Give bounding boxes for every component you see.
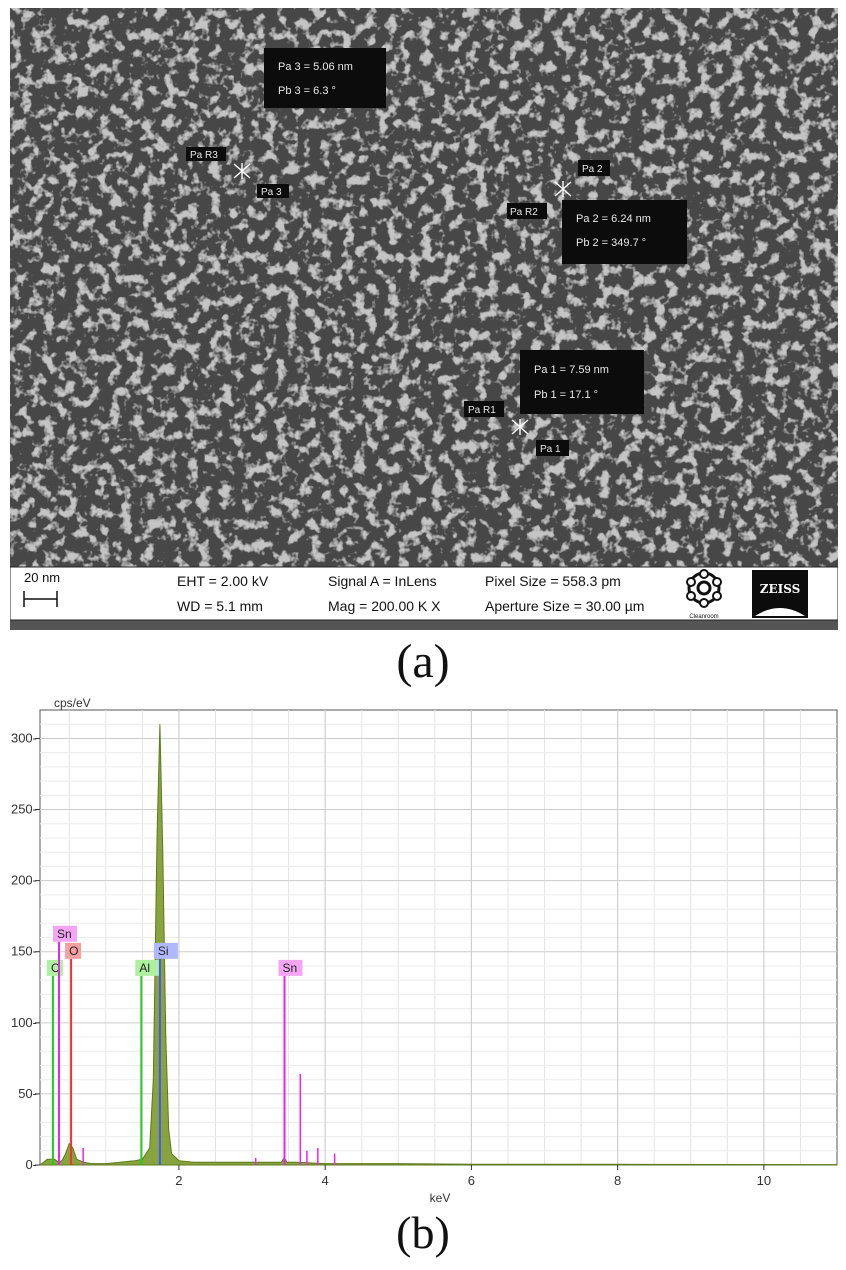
x-tick-label: 4	[322, 1173, 329, 1188]
mag-readout: Mag = 200.00 K X	[328, 598, 441, 614]
x-tick-label: 6	[468, 1173, 475, 1188]
measurement-box-3	[264, 48, 386, 108]
measurement-box-2	[562, 200, 687, 264]
aperture-readout: Aperture Size = 30.00 µm	[485, 598, 644, 614]
zeiss-logo: ZEISS	[752, 570, 808, 618]
tag-box-p2	[578, 160, 610, 176]
spectrum-area	[38, 724, 838, 1166]
y-tick-label: 0-	[25, 1157, 37, 1172]
tag-p3: Pa 3	[261, 187, 282, 198]
element-label-c: C	[51, 961, 60, 975]
zeiss-logo-text: ZEISS	[760, 582, 801, 596]
y-tick-label: 300-	[11, 730, 37, 745]
measurement-1-line2: Pb 1 = 17.1 °	[534, 389, 598, 401]
panel-b-caption: (b)	[396, 1207, 450, 1258]
tag-r1: Pa R1	[468, 405, 496, 416]
tag-box-p3	[257, 184, 289, 198]
element-label-si: Si	[158, 944, 169, 958]
x-tick-label: 2	[175, 1173, 182, 1188]
measurement-2: Pa 2 Pa R2 Pa 2 = 6.24 nm Pb 2 = 349.7 °	[507, 160, 687, 264]
tag-box-p1	[536, 440, 569, 456]
tag-box-r2	[507, 203, 547, 219]
tag-p2: Pa 2	[582, 164, 603, 175]
measurement-1: Pa 1 = 7.59 nm Pb 1 = 17.1 ° Pa R1 Pa 1	[464, 350, 644, 456]
measurement-3: Pa 3 = 5.06 nm Pb 3 = 6.3 ° Pa R3 Pa 3	[186, 48, 386, 198]
y-tick-label: 250-	[11, 802, 37, 817]
eht-readout: EHT = 2.00 kV	[177, 573, 269, 589]
measurement-box-1	[520, 350, 644, 414]
cleanroom-emblem-icon: Cleanroom	[686, 569, 722, 620]
x-tick-label: 8	[614, 1173, 621, 1188]
element-label-bg-si	[153, 942, 178, 959]
crosshair-1	[511, 419, 529, 435]
measurement-1-line1: Pa 1 = 7.59 nm	[534, 364, 609, 376]
crosshair-2	[554, 181, 572, 197]
element-label-bg-o	[65, 942, 82, 959]
element-label-al: Al	[139, 961, 150, 975]
sem-image: Pa 3 = 5.06 nm Pb 3 = 6.3 ° Pa R3 Pa 3 P…	[10, 8, 838, 630]
y-tick-label: 200-	[11, 873, 37, 888]
y-tick-label: 150-	[11, 944, 37, 959]
element-label-sn: Sn	[283, 961, 298, 975]
signal-readout: Signal A = InLens	[328, 573, 437, 589]
element-label-o: O	[69, 944, 78, 958]
y-axis-label: cps/eV	[54, 696, 91, 710]
tag-r3: Pa R3	[190, 150, 218, 161]
element-label-bg-sn	[278, 959, 303, 976]
tag-box-r3	[186, 147, 226, 161]
y-tick-label: 50-	[18, 1086, 37, 1101]
element-label-bg-sn	[53, 925, 78, 942]
measurement-2-line1: Pa 2 = 6.24 nm	[576, 213, 651, 225]
grid-lines	[40, 710, 837, 1165]
scale-bar	[23, 591, 58, 607]
emblem-caption: Cleanroom	[689, 614, 718, 620]
sem-info-bar: 20 nm EHT = 2.00 kV WD = 5.1 mm Signal A…	[10, 566, 838, 621]
element-marker-lines: C Sn O Al Si Sn	[46, 925, 336, 1165]
measurement-2-line2: Pb 2 = 349.7 °	[576, 237, 646, 249]
y-tick-label: 100-	[11, 1015, 37, 1030]
axis-ticks: 2 4 6 8 100-50-100-150-200-250-300-	[11, 730, 771, 1188]
measurement-3-line1: Pa 3 = 5.06 nm	[278, 61, 353, 73]
spectrum-series	[38, 724, 838, 1166]
tag-p1: Pa 1	[540, 444, 561, 455]
crosshair-3	[233, 163, 251, 179]
panel-a-caption: (a)	[396, 635, 450, 688]
tag-box-r1	[464, 401, 504, 417]
scale-bar-label: 20 nm	[24, 570, 60, 585]
tag-r2: Pa R2	[510, 207, 538, 218]
x-tick-label: 10	[757, 1173, 771, 1188]
x-axis-label: keV	[430, 1191, 451, 1205]
measurement-3-line2: Pb 3 = 6.3 °	[278, 85, 336, 97]
wd-readout: WD = 5.1 mm	[177, 598, 263, 614]
element-label-bg-al	[135, 959, 160, 976]
sem-micrograph: Pa 3 = 5.06 nm Pb 3 = 6.3 ° Pa R3 Pa 3 P…	[10, 8, 838, 630]
sem-texture	[10, 8, 838, 568]
element-label-sn: Sn	[57, 927, 72, 941]
pixel-size-readout: Pixel Size = 558.3 pm	[485, 573, 621, 589]
